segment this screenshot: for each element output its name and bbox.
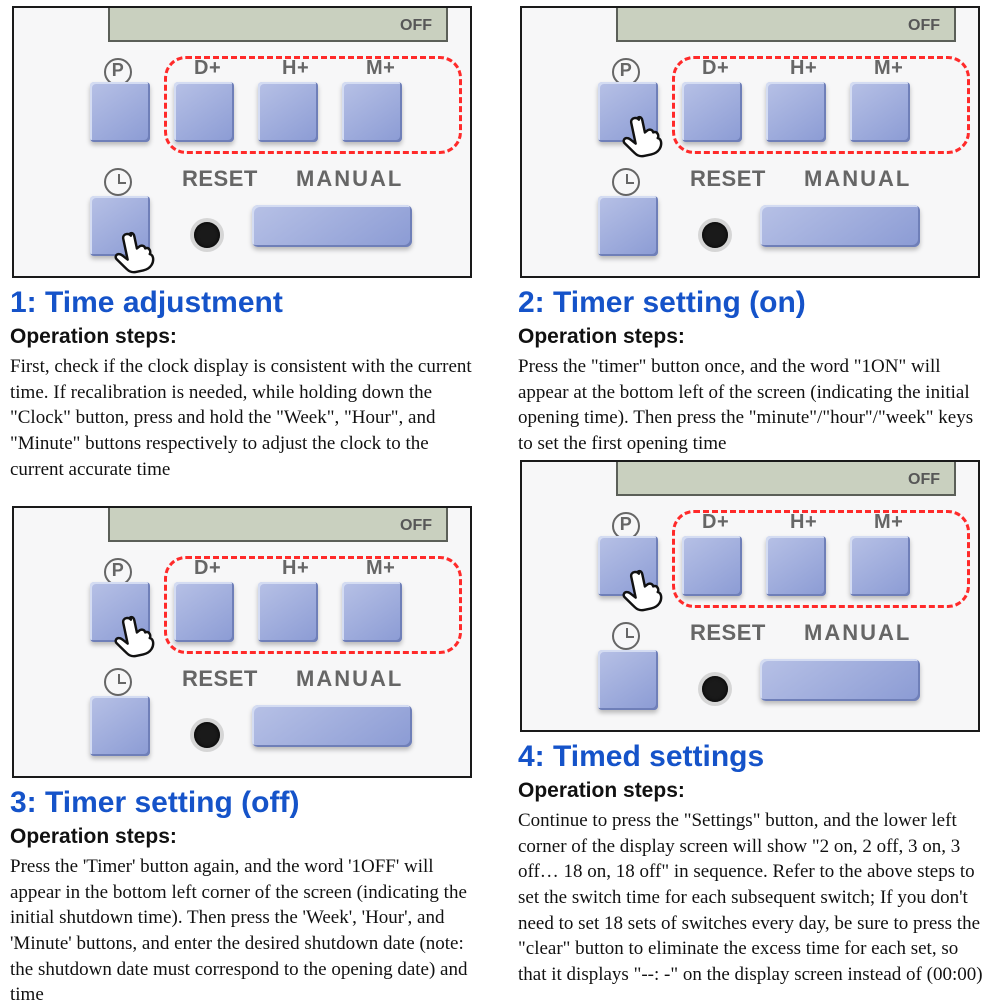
button-row-2 — [90, 696, 436, 756]
panel-4-title: 4: Timed settings — [518, 740, 1000, 773]
manual-label: MANUAL — [804, 622, 911, 644]
lcd-off-text: OFF — [908, 18, 940, 34]
lcd-screen: OFF — [108, 6, 448, 42]
p-button[interactable] — [90, 82, 150, 142]
highlight-box-dhm — [164, 56, 462, 154]
clock-icon — [104, 168, 132, 196]
device-photo-3: OFF P D+ H+ M+ RESET MANUAL — [12, 506, 472, 778]
clock-button[interactable] — [598, 196, 658, 256]
manual-button[interactable] — [252, 705, 412, 747]
manual-button[interactable] — [760, 205, 920, 247]
clock-icon — [612, 168, 640, 196]
reset-label: RESET — [690, 622, 766, 644]
clock-icon — [104, 668, 132, 696]
manual-label: MANUAL — [296, 168, 403, 190]
clock-button[interactable] — [598, 650, 658, 710]
panel-1: OFF P D+ H+ M+ RESET MANUAL 1: Time adju… — [0, 0, 492, 482]
button-row-2 — [598, 196, 944, 256]
lcd-off-text: OFF — [908, 472, 940, 488]
lcd-screen: OFF — [616, 6, 956, 42]
device-photo-2: OFF P D+ H+ M+ RESET MANUAL — [520, 6, 980, 278]
lcd-screen: OFF — [616, 460, 956, 496]
reset-pinhole[interactable] — [702, 222, 728, 248]
manual-button[interactable] — [252, 205, 412, 247]
panel-2-subtitle: Operation steps: — [518, 325, 1000, 348]
manual-label: MANUAL — [804, 168, 911, 190]
panel-4: OFF P D+ H+ M+ RESET MANUAL 4: Timed set… — [508, 454, 1000, 988]
reset-label: RESET — [182, 668, 258, 690]
panel-2-body: Press the "timer" button once, and the w… — [518, 354, 984, 457]
highlight-box-dhm — [164, 556, 462, 654]
reset-pinhole[interactable] — [702, 676, 728, 702]
button-row-2 — [598, 650, 944, 710]
pointer-hand-icon — [105, 605, 167, 667]
panel-4-subtitle: Operation steps: — [518, 779, 1000, 802]
panel-4-body: Continue to press the "Settings" button,… — [518, 808, 984, 987]
clock-icon — [612, 622, 640, 650]
device-photo-4: OFF P D+ H+ M+ RESET MANUAL — [520, 460, 980, 732]
panel-3-body: Press the 'Timer' button again, and the … — [10, 854, 476, 1008]
highlight-box-dhm — [672, 56, 970, 154]
panel-2-title: 2: Timer setting (on) — [518, 286, 1000, 319]
pointer-hand-icon — [105, 221, 167, 278]
panel-1-body: First, check if the clock display is con… — [10, 354, 476, 482]
reset-pinhole[interactable] — [194, 722, 220, 748]
manual-button[interactable] — [760, 659, 920, 701]
pointer-hand-icon — [613, 105, 675, 167]
highlight-box-dhm — [672, 510, 970, 608]
panel-1-title: 1: Time adjustment — [10, 286, 492, 319]
device-photo-1: OFF P D+ H+ M+ RESET MANUAL — [12, 6, 472, 278]
lcd-off-text: OFF — [400, 518, 432, 534]
pointer-hand-icon — [613, 559, 675, 621]
panel-3: OFF P D+ H+ M+ RESET MANUAL 3: Timer set… — [0, 500, 492, 1008]
reset-label: RESET — [182, 168, 258, 190]
panel-2: OFF P D+ H+ M+ RESET MANUAL 2: Timer set… — [508, 0, 1000, 457]
panel-3-subtitle: Operation steps: — [10, 825, 492, 848]
reset-pinhole[interactable] — [194, 222, 220, 248]
lcd-screen: OFF — [108, 506, 448, 542]
manual-label: MANUAL — [296, 668, 403, 690]
clock-button[interactable] — [90, 696, 150, 756]
reset-label: RESET — [690, 168, 766, 190]
panel-3-title: 3: Timer setting (off) — [10, 786, 492, 819]
panel-1-subtitle: Operation steps: — [10, 325, 492, 348]
lcd-off-text: OFF — [400, 18, 432, 34]
